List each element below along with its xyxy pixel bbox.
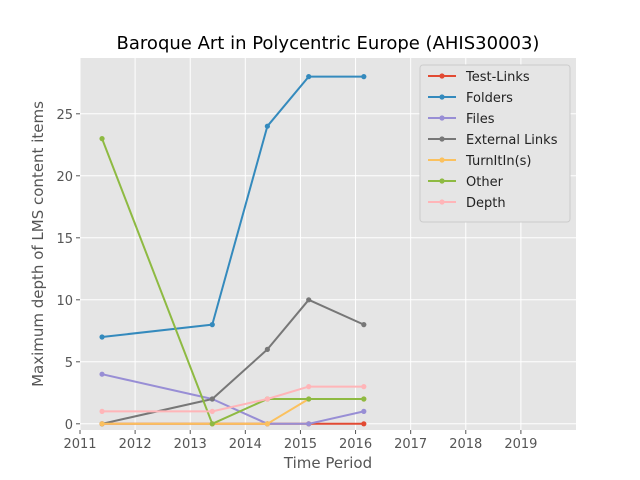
legend-marker [439,199,445,205]
chart-title: Baroque Art in Polycentric Europe (AHIS3… [117,33,540,54]
legend-box [419,64,571,223]
data-point [99,136,105,142]
x-tick-label: 2013 [174,437,207,452]
grid [79,58,576,430]
legend-marker [439,73,445,79]
data-point [306,396,312,402]
data-point [361,74,367,80]
x-axis-label: Time Period [283,454,372,472]
data-point [306,297,312,303]
y-tick-label: 0 [65,418,73,433]
legend-label: Files [466,112,495,127]
legend-label: External Links [466,133,558,148]
x-tick-label: 2011 [63,437,96,452]
data-point [209,408,215,414]
x-tick-label: 2014 [229,437,262,452]
data-point [209,396,215,402]
legend-marker [439,157,445,163]
legend-marker [439,94,445,100]
legend-label: Other [466,175,504,190]
legend-label: Depth [466,196,506,211]
legend-label: TurnItIn(s) [465,154,531,169]
y-axis-label: Maximum depth of LMS content items [29,101,47,387]
y-axis-ticks: 0 5 10 15 20 25 [56,108,80,433]
x-tick-label: 2015 [284,437,317,452]
x-tick-label: 2017 [394,437,427,452]
y-tick-label: 20 [56,170,73,185]
y-tick-label: 5 [65,356,73,371]
data-point [361,408,367,414]
data-point [361,384,367,390]
series-depth [99,384,367,414]
data-point [99,371,105,377]
data-point [264,396,270,402]
data-point [306,421,312,427]
data-point [264,421,270,427]
data-point [209,322,215,328]
data-point [99,334,105,340]
data-point [361,322,367,328]
data-point [264,346,270,352]
data-point [361,421,367,427]
legend-label: Folders [466,91,513,106]
y-tick-label: 25 [56,108,73,123]
legend-marker [439,178,445,184]
data-point [209,421,215,427]
data-point [306,74,312,80]
y-tick-label: 10 [56,294,73,309]
x-tick-label: 2019 [504,437,537,452]
data-point [306,384,312,390]
y-tick-label: 15 [56,232,73,247]
series-layer [99,74,367,427]
x-tick-label: 2018 [449,437,482,452]
legend: Test-Links Folders Files External Links Turn… [419,64,571,223]
data-point [99,421,105,427]
x-tick-label: 2016 [339,437,372,452]
data-point [99,408,105,414]
x-axis-ticks: 2011 2012 2013 2014 2015 2016 2017 2018 2019 [63,430,537,452]
data-point [264,123,270,129]
x-tick-label: 2012 [119,437,152,452]
legend-marker [439,136,445,142]
data-point [361,396,367,402]
legend-marker [439,115,445,121]
legend-label: Test-Links [465,70,530,85]
